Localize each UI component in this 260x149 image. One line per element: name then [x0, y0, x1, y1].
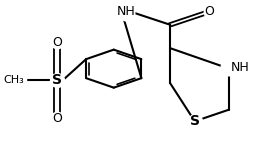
Text: O: O — [52, 112, 62, 125]
Text: CH₃: CH₃ — [3, 75, 24, 85]
Text: S: S — [190, 114, 200, 128]
Text: S: S — [52, 73, 62, 87]
Text: NH: NH — [230, 61, 249, 74]
Text: O: O — [205, 5, 214, 18]
Text: NH: NH — [117, 5, 135, 18]
Text: O: O — [52, 36, 62, 49]
